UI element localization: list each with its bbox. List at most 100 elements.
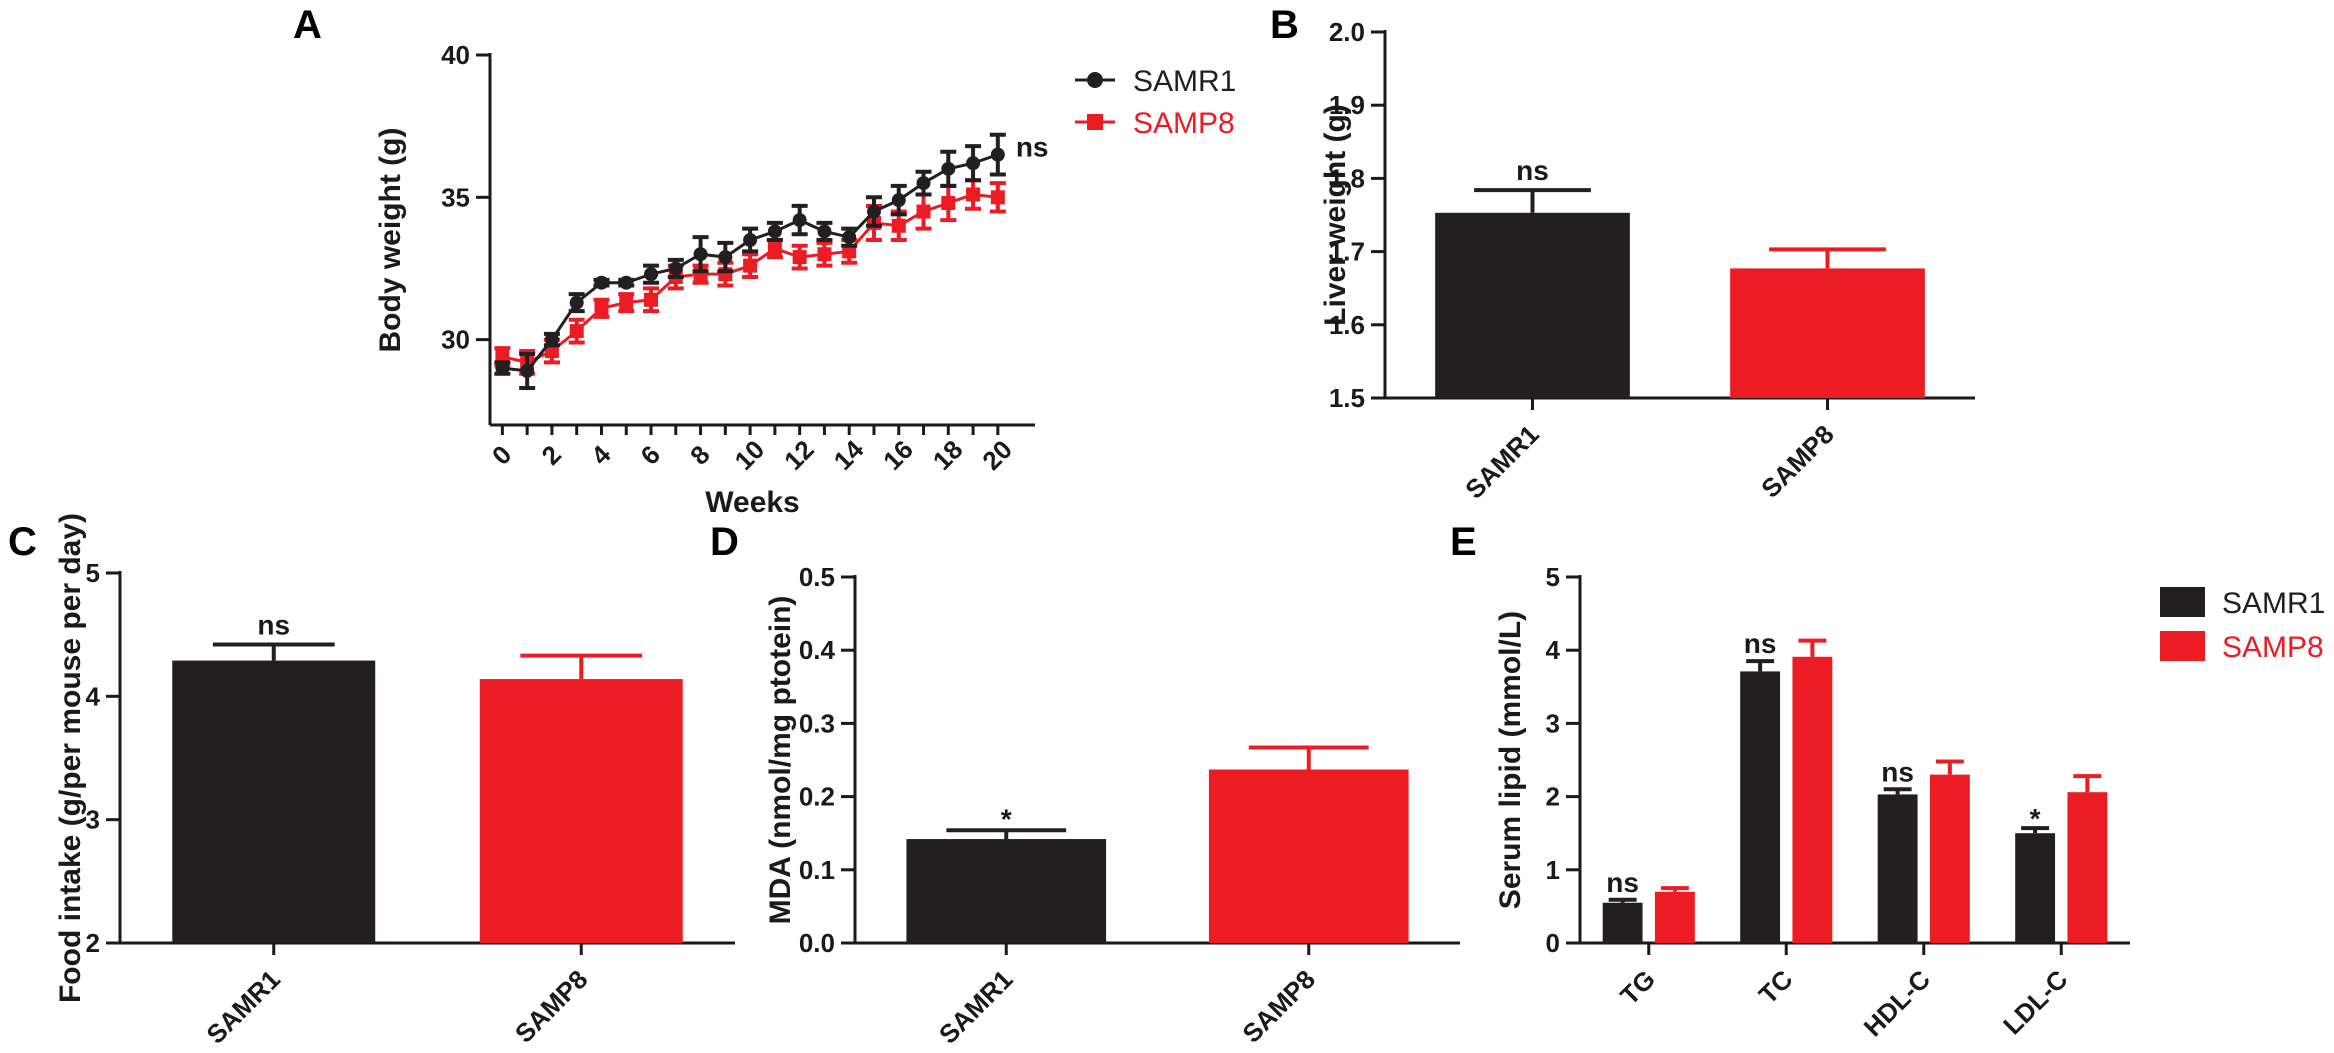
x-axis-title: Weeks [705,486,800,519]
y-axis-title: Body weight (g) [374,128,407,353]
data-point [544,332,559,347]
x-tick-label: LDL-C [1997,964,2074,1041]
data-point [569,324,584,339]
data-point [495,349,510,364]
y-tick-label: 40 [441,40,470,70]
data-point [941,161,956,176]
x-tick-label: 2 [536,439,567,470]
y-tick-label: 2 [86,928,100,958]
x-tick-label: 12 [778,434,820,476]
legend: SAMR1 SAMP8 [2160,587,2325,664]
x-tick-label: 8 [684,439,715,470]
y-tick-label: 5 [86,558,100,588]
x-tick-label: HDL-C [1858,964,1937,1043]
data-point [842,230,857,245]
data-point [619,275,634,290]
x-tick-label: 10 [729,434,771,476]
bar-samr1 [1435,212,1630,398]
y-tick-label: 5 [1546,562,1560,592]
y-axis-title: MDA (nmol/mg ptotein) [764,596,797,925]
data-point [718,250,733,265]
panel-label: C [8,520,37,564]
y-tick-label: 2 [1546,782,1560,812]
bar-hdl-c-samp8 [1929,774,1970,943]
bar-tg-samp8 [1654,891,1695,943]
data-point [792,213,807,228]
significance-label: ns [1516,155,1549,186]
data-point [668,261,683,276]
legend-marker [1087,114,1103,130]
data-point [743,258,758,273]
series-samp8 [494,178,1006,376]
y-tick-label: 0.2 [799,782,835,812]
x-tick-label: TG [1614,964,1661,1011]
x-tick-label: SAMR1 [200,964,286,1050]
x-tick-label: SAMR1 [1459,419,1545,505]
significance-label: ns [1016,132,1049,163]
y-tick-label: 0.1 [799,855,835,885]
legend-marker [1087,72,1103,88]
data-point [990,147,1005,162]
legend-swatch [2160,587,2205,617]
x-tick-label: 6 [635,439,666,470]
y-tick-label: 0.0 [799,928,835,958]
data-point [743,233,758,247]
y-axis-title: Food intake (g/per mouse per day) [54,513,87,1003]
x-tick-label: 14 [828,434,870,476]
y-tick-label: 0.3 [799,708,835,738]
bar-samp8 [1730,268,1925,398]
data-point [644,267,659,282]
y-tick-label: 1.5 [1329,383,1365,413]
data-point [891,218,906,233]
bar-samr1 [172,660,376,943]
panel-e-serum-lipid-chart: E 0 1 2 3 4 5 Serum lipid (mmol/L) TG TC HDL-C LDL-… [1450,520,2325,1042]
data-point [544,344,559,358]
panel-label: E [1450,520,1477,564]
data-point [520,363,535,378]
x-tick-label: 0 [486,439,517,470]
panel-a-body-weight-chart: A 30 35 40 Body weight (g) 0 2 4 6 8 10 12 14 16 18 20 W… [293,3,1236,519]
x-tick-label: SAMP8 [1236,964,1321,1049]
data-point [990,190,1005,205]
x-tick-label: TC [1753,964,1799,1010]
data-point [792,250,807,265]
significance-label: ns [257,610,290,641]
bar-hdl-c-samr1 [1877,794,1918,943]
data-point [693,247,708,262]
data-point [817,224,832,239]
x-tick-label: 4 [585,439,617,471]
data-point [866,204,881,219]
significance-label: ns [1744,628,1777,659]
data-point [916,176,931,191]
y-axis-title: Serum lipid (mmol/L) [1494,611,1527,909]
y-tick-label: 4 [86,681,101,711]
y-tick-label: 0.4 [799,635,836,665]
bar-ldl-c-samr1 [2015,833,2056,943]
data-point [767,224,782,239]
y-tick-label: 1.6 [1329,310,1365,340]
y-axis-title: Liver weight (g) [1319,104,1352,326]
data-point [569,295,584,310]
significance-label: ns [1606,867,1639,898]
x-tick-label: SAMR1 [933,964,1019,1050]
y-tick-label: 35 [441,182,470,212]
series-samr1 [494,132,1006,390]
bar-samp8 [1208,769,1409,943]
x-tick-label: SAMP8 [1755,419,1840,504]
data-point [891,193,906,208]
significance-label: ns [1881,756,1914,787]
y-tick-label: 1 [1546,855,1560,885]
y-tick-label: 3 [1546,708,1560,738]
data-point [594,275,609,290]
y-tick-label: 0.5 [799,562,835,592]
legend-label: SAMR1 [2222,587,2325,620]
y-tick-label: 30 [441,325,470,355]
bar-ldl-c-samp8 [2067,792,2108,943]
bar-tc-samp8 [1792,656,1833,943]
x-tick-label: 20 [976,434,1018,476]
panel-label: B [1270,3,1299,47]
panel-b-bar-chart: B 1.5 1.6 1.7 1.8 1.9 2.0 Liver weight (g) SAMR1… [1270,3,1975,505]
x-tick-label: 16 [877,434,919,476]
